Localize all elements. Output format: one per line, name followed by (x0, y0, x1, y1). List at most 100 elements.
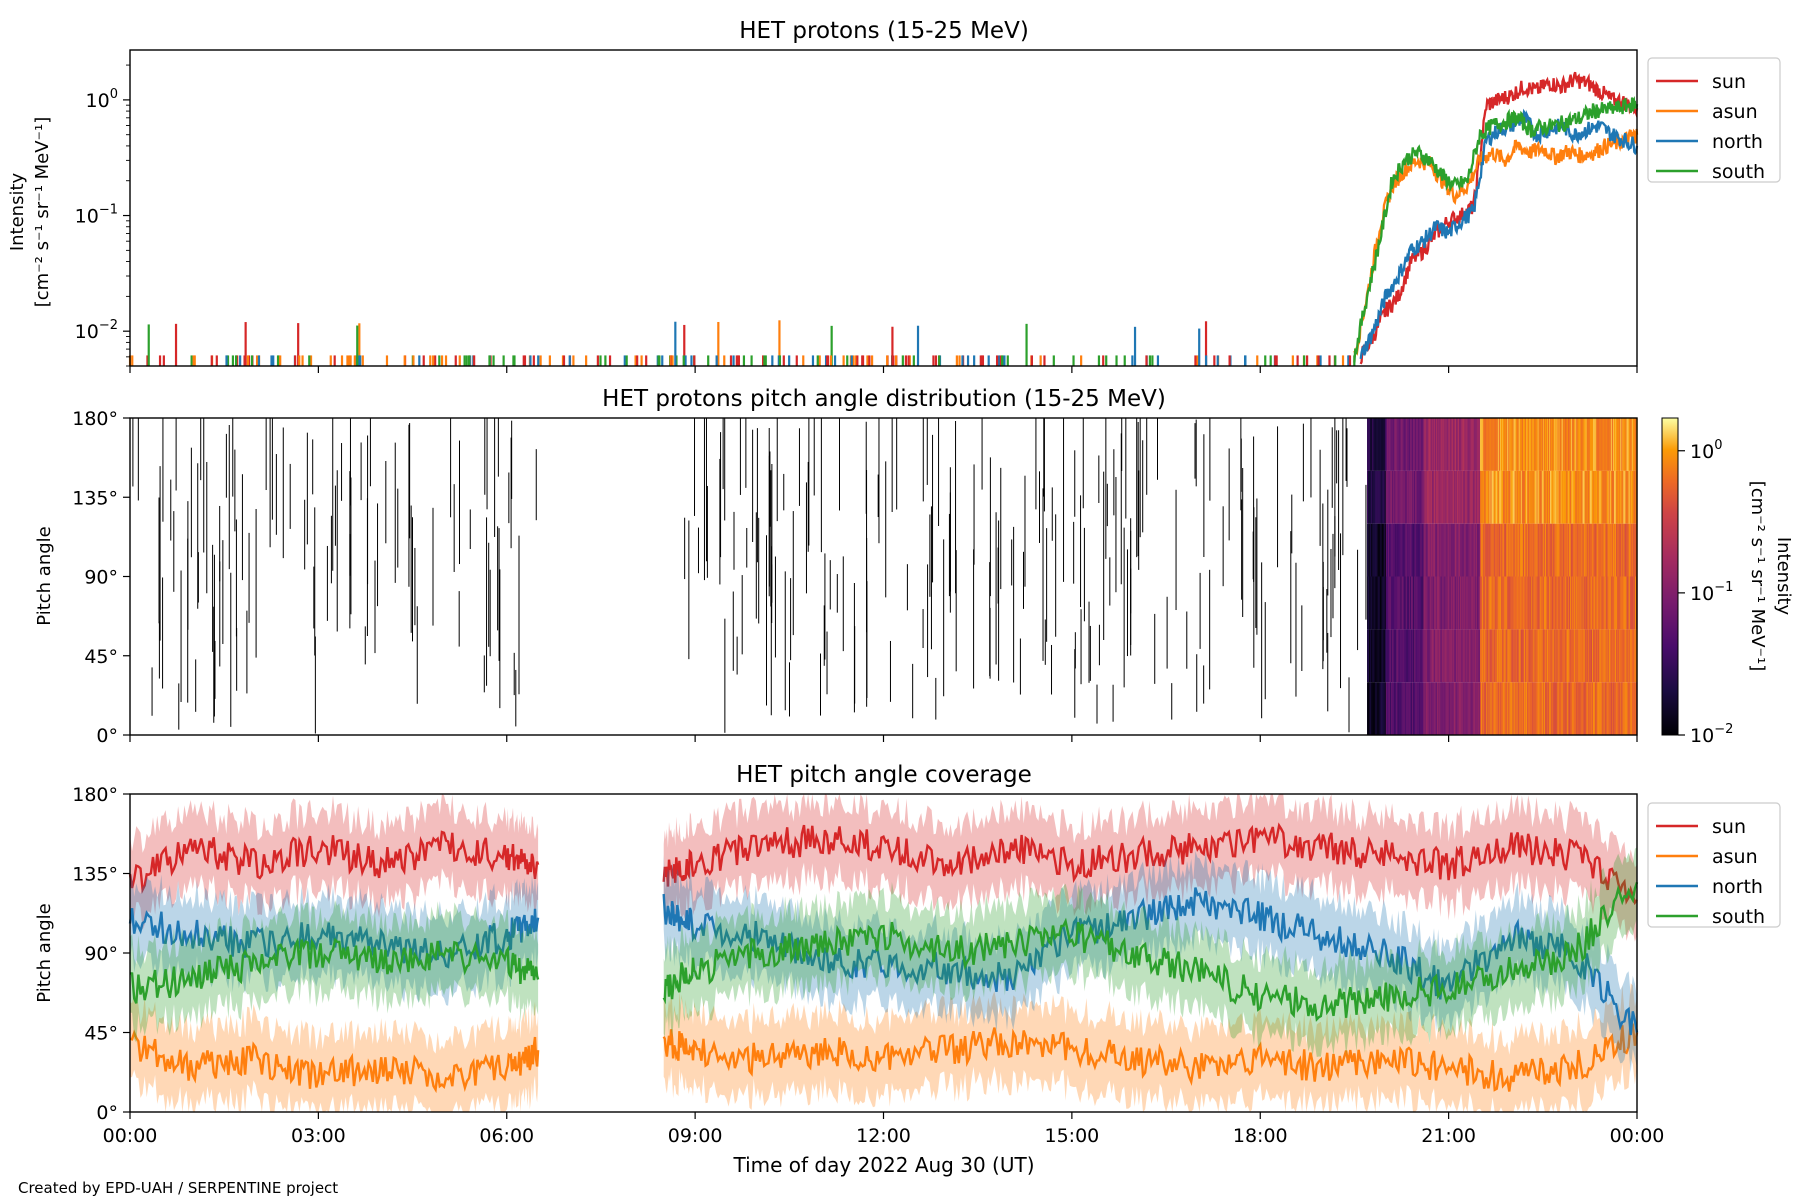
p2-cell (1412, 682, 1414, 735)
p2-cell (1422, 576, 1425, 630)
p2-cell (1448, 629, 1451, 683)
p2-cell (1557, 576, 1560, 630)
p2-cell (1463, 576, 1465, 630)
p2-cell (1541, 523, 1544, 577)
p2-cell (1633, 629, 1636, 683)
p2-cell (1565, 629, 1568, 683)
p2-cell (1606, 629, 1609, 683)
p2-cell (1447, 629, 1450, 683)
p2-cell (1419, 629, 1421, 683)
p2-cell (1601, 418, 1603, 471)
p2-cell (1615, 682, 1617, 735)
p2-cell (1376, 576, 1378, 630)
p2-cell (1547, 576, 1549, 630)
p2-cell (1567, 523, 1570, 577)
legend-label-north: north (1712, 131, 1763, 153)
p2-cell (1397, 682, 1399, 735)
p2-cell (1634, 576, 1637, 630)
p2-cell (1400, 418, 1403, 471)
p2-cell (1610, 470, 1613, 524)
p2-cell (1401, 576, 1404, 630)
p2-cell (1589, 682, 1592, 735)
p2-cell (1585, 418, 1588, 471)
p2-cell (1514, 523, 1517, 577)
p2-cell (1426, 682, 1429, 735)
p2-cell (1396, 629, 1398, 683)
p2-cell (1462, 629, 1464, 683)
p2-cell (1404, 418, 1407, 471)
panel-1-ylabel-line2: [cm⁻² s⁻¹ sr⁻¹ MeV⁻¹] (32, 117, 53, 308)
p2-cell (1604, 523, 1607, 577)
p2-cell (1369, 418, 1371, 471)
p3-y-tick-label: 0° (96, 1102, 118, 1124)
p3-series-sun (662, 822, 1638, 906)
p2-cell (1607, 523, 1610, 577)
p2-cell (1633, 470, 1636, 524)
panel-3-y-axis: 0°45°90°135°180° (72, 784, 130, 1124)
p2-cell (1462, 682, 1464, 735)
p2-cell (1509, 629, 1511, 683)
p2-cell (1486, 576, 1488, 630)
p2-cell (1598, 576, 1600, 630)
p2-cell (1547, 629, 1549, 683)
p2-cell (1632, 418, 1635, 471)
p2-segment (1385, 418, 1425, 735)
p2-cell (1584, 470, 1587, 524)
p2-cell (1629, 629, 1632, 683)
p2-cell (1481, 576, 1483, 630)
p2-cell (1389, 470, 1391, 524)
p2-cell (1628, 418, 1631, 471)
p2-cell (1477, 523, 1480, 577)
p2-cell (1429, 418, 1432, 471)
p2-cell (1382, 470, 1385, 524)
p2-cell (1417, 682, 1419, 735)
p2-cell (1479, 418, 1481, 471)
p2-cell (1505, 523, 1507, 577)
p2-cell (1475, 629, 1478, 683)
p2-cell (1522, 576, 1525, 630)
p2-cell (1393, 682, 1395, 735)
p2-cell (1387, 470, 1390, 524)
p2-cell (1573, 470, 1575, 524)
p2-cell (1386, 523, 1389, 577)
p2-cell (1538, 470, 1541, 524)
p2-cell (1466, 629, 1468, 683)
p2-cell (1512, 523, 1515, 577)
p2-cell (1484, 470, 1486, 524)
p2-cell (1527, 682, 1529, 735)
p2-cell (1612, 470, 1615, 524)
p2-cell (1384, 682, 1387, 735)
p2-cell (1626, 682, 1629, 735)
p2-cell (1444, 523, 1446, 577)
p2-cell (1399, 629, 1401, 683)
p2-cell (1537, 682, 1540, 735)
p2-cell (1544, 576, 1547, 630)
p2-cell (1519, 470, 1522, 524)
p2-cell (1492, 523, 1495, 577)
p2-cell (1426, 418, 1429, 471)
p2-cell (1464, 523, 1466, 577)
p2-cell (1574, 470, 1576, 524)
p2-cell (1454, 418, 1457, 471)
p2-cell (1602, 523, 1605, 577)
p2-cell (1373, 470, 1375, 524)
p2-cell (1567, 682, 1570, 735)
p2-cell (1630, 418, 1633, 471)
p2-cell (1425, 629, 1428, 683)
p2-cell (1520, 523, 1523, 577)
p2-cell (1471, 682, 1474, 735)
p2-cell (1513, 523, 1516, 577)
p2-cell (1459, 576, 1461, 630)
p2-cell (1405, 523, 1408, 577)
p2-cell (1511, 576, 1513, 630)
p2-cell (1572, 523, 1574, 577)
p2-cell (1473, 682, 1476, 735)
p2-cell (1596, 470, 1598, 524)
p2-cell (1580, 629, 1583, 683)
p2-cell (1507, 418, 1509, 471)
p2-cell (1428, 682, 1431, 735)
p2-cell (1432, 418, 1435, 471)
p3-series-sun (128, 830, 540, 894)
p2-cell (1612, 576, 1615, 630)
p2-cell (1368, 629, 1370, 683)
